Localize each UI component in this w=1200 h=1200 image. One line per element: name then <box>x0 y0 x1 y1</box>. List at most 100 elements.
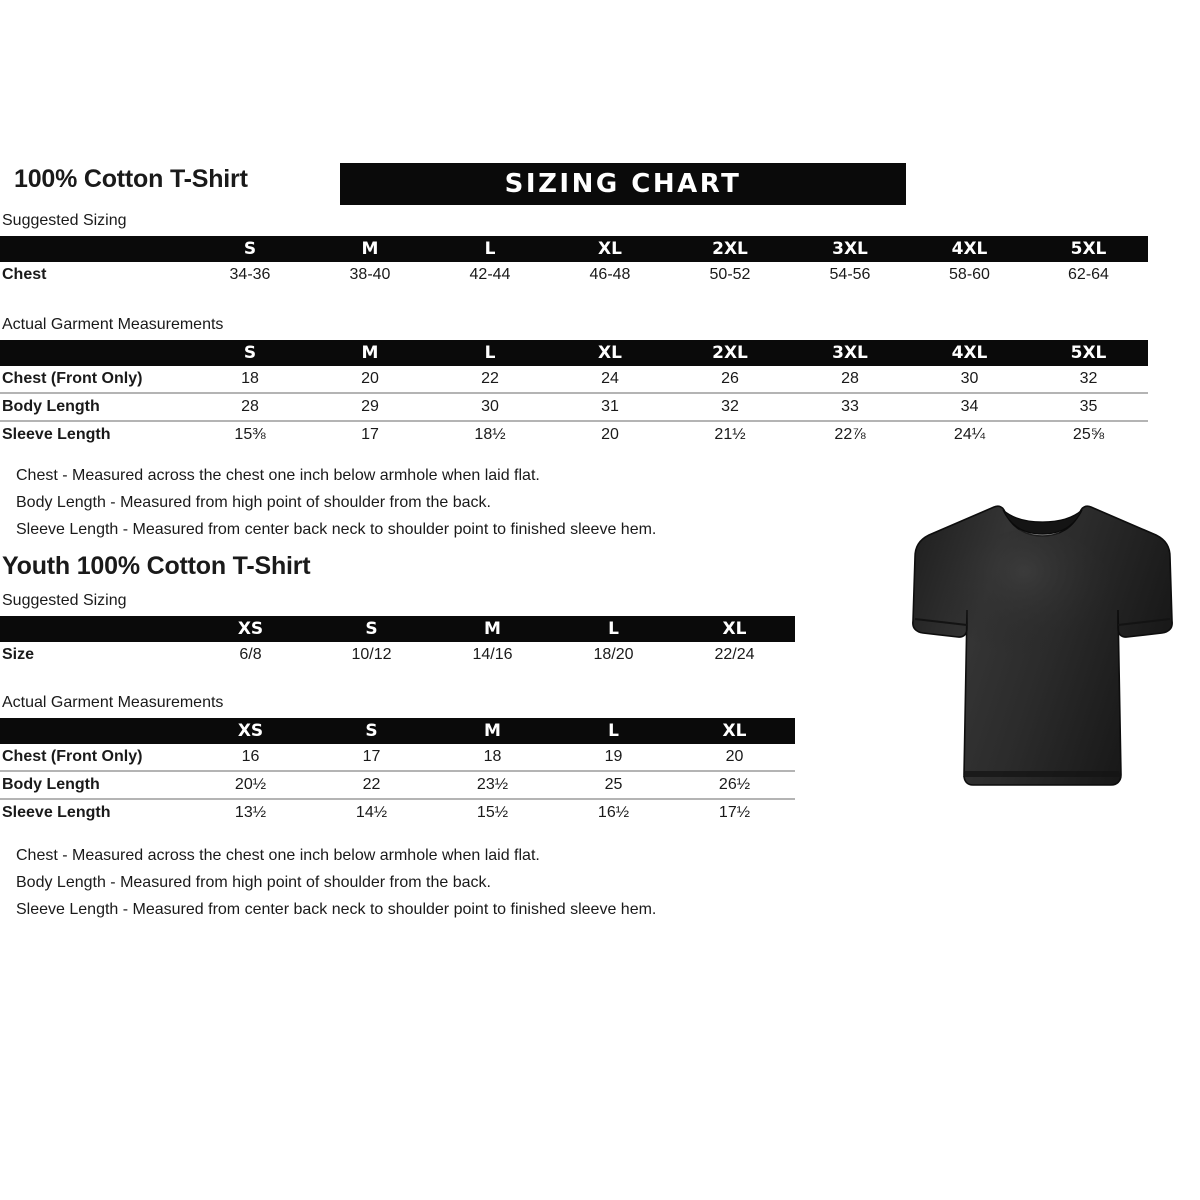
table-cell: 15⅜ <box>190 420 310 448</box>
row-label: Body Length <box>0 392 190 421</box>
note-line: Sleeve Length - Measured from center bac… <box>16 901 657 918</box>
table-cell: 22⅞ <box>790 420 910 448</box>
row-label: Chest (Front Only) <box>0 744 190 771</box>
column-header: L <box>484 343 496 363</box>
table-cell: 28 <box>790 366 910 393</box>
table-cell: 34 <box>910 392 1029 421</box>
table-row: Body Length 28 29 30 31 32 33 34 35 <box>0 392 1148 421</box>
column-header <box>0 236 190 262</box>
note-line: Body Length - Measured from high point o… <box>16 874 491 891</box>
tshirt-highlight <box>945 529 1117 681</box>
table-cell: 17 <box>310 420 430 448</box>
column-header: XL <box>598 239 622 259</box>
row-label: Body Length <box>0 770 190 799</box>
column-header: 5XL <box>1070 343 1107 363</box>
table-cell: 29 <box>310 392 430 421</box>
table-cell: 16½ <box>553 798 674 826</box>
sizing-chart-banner: SIZING CHART <box>340 163 906 205</box>
adult-actual-measurements-label: Actual Garment Measurements <box>2 316 224 333</box>
tshirt-product-image <box>895 485 1190 805</box>
column-header: 3XL <box>832 239 868 259</box>
note-line: Body Length - Measured from high point o… <box>16 494 491 511</box>
table-cell: 25⅝ <box>1029 420 1148 448</box>
table-cell: 17½ <box>674 798 795 826</box>
tshirt-hem <box>963 771 1121 777</box>
column-header: S <box>243 239 257 259</box>
headline-row: 100% Cotton T-Shirt SIZING CHART <box>14 163 1174 207</box>
table-cell: 26 <box>670 366 790 393</box>
note-line: Chest - Measured across the chest one in… <box>16 467 540 484</box>
table-cell: 22/24 <box>674 642 795 668</box>
column-header: XL <box>722 721 747 741</box>
column-header: XL <box>598 343 622 363</box>
row-label: Sleeve Length <box>0 798 190 826</box>
table-cell: 26½ <box>674 770 795 799</box>
table-cell: 24¼ <box>910 420 1029 448</box>
adult-suggested-sizing-table: S M L XL 2XL 3XL 4XL 5XL Chest 34-36 38-… <box>0 236 1148 288</box>
table-cell: 30 <box>430 392 550 421</box>
table-cell: 42-44 <box>430 262 550 288</box>
table-cell: 24 <box>550 366 670 393</box>
column-header: 4XL <box>951 343 988 363</box>
table-row: Chest (Front Only) 16 17 18 19 20 <box>0 744 795 771</box>
table-cell: 58-60 <box>910 262 1029 288</box>
table-cell: 16 <box>190 744 311 771</box>
column-header: XL <box>722 619 747 639</box>
table-cell: 33 <box>790 392 910 421</box>
column-header: M <box>361 343 379 363</box>
column-header: M <box>484 721 501 741</box>
column-header: 4XL <box>951 239 988 259</box>
table-row: Sleeve Length 13½ 14½ 15½ 16½ 17½ <box>0 798 795 826</box>
column-header: L <box>608 619 619 639</box>
table-cell: 32 <box>1029 366 1148 393</box>
youth-actual-measurements-label: Actual Garment Measurements <box>2 694 224 711</box>
table-cell: 20 <box>674 744 795 771</box>
table-cell: 10/12 <box>311 642 432 668</box>
table-cell: 6/8 <box>190 642 311 668</box>
table-row: Chest (Front Only) 18 20 22 24 26 28 30 … <box>0 366 1148 393</box>
youth-suggested-sizing-table: XS S M L XL Size 6/8 10/12 14/16 18/20 2… <box>0 616 795 668</box>
table-cell: 34-36 <box>190 262 310 288</box>
column-header: S <box>365 721 378 741</box>
column-header: 3XL <box>832 343 868 363</box>
table-header-row: S M L XL 2XL 3XL 4XL 5XL <box>0 340 1148 366</box>
table-cell: 31 <box>550 392 670 421</box>
table-row: Body Length 20½ 22 23½ 25 26½ <box>0 770 795 799</box>
page-title: 100% Cotton T-Shirt <box>14 165 248 193</box>
column-header: M <box>484 619 501 639</box>
column-header: L <box>484 239 496 259</box>
table-cell: 22 <box>311 770 432 799</box>
tshirt-right-sleeve-hem <box>1117 618 1171 626</box>
adult-measurement-notes: Chest - Measured across the chest one in… <box>16 462 656 543</box>
table-cell: 35 <box>1029 392 1148 421</box>
row-label: Size <box>0 642 190 668</box>
table-cell: 20½ <box>190 770 311 799</box>
table-cell: 13½ <box>190 798 311 826</box>
table-cell: 28 <box>190 392 310 421</box>
table-cell: 15½ <box>432 798 553 826</box>
table-header-row: S M L XL 2XL 3XL 4XL 5XL <box>0 236 1148 262</box>
table-cell: 21½ <box>670 420 790 448</box>
column-header: XS <box>237 721 264 741</box>
tshirt-collar <box>1002 509 1083 535</box>
table-cell: 46-48 <box>550 262 670 288</box>
column-header <box>0 340 190 366</box>
table-cell: 50-52 <box>670 262 790 288</box>
table-cell: 54-56 <box>790 262 910 288</box>
table-cell: 30 <box>910 366 1029 393</box>
column-header: 2XL <box>712 239 748 259</box>
row-label: Chest (Front Only) <box>0 366 190 393</box>
column-header: S <box>365 619 378 639</box>
table-cell: 18½ <box>430 420 550 448</box>
column-header: 2XL <box>712 343 748 363</box>
youth-actual-measurements-table: XS S M L XL Chest (Front Only) 16 17 18 … <box>0 718 795 826</box>
table-cell: 62-64 <box>1029 262 1148 288</box>
column-header: M <box>361 239 379 259</box>
table-row: Sleeve Length 15⅜ 17 18½ 20 21½ 22⅞ 24¼ … <box>0 420 1148 448</box>
table-cell: 25 <box>553 770 674 799</box>
table-cell: 14½ <box>311 798 432 826</box>
note-line: Sleeve Length - Measured from center bac… <box>16 521 657 538</box>
youth-suggested-sizing-label: Suggested Sizing <box>2 592 127 609</box>
note-line: Chest - Measured across the chest one in… <box>16 847 540 864</box>
